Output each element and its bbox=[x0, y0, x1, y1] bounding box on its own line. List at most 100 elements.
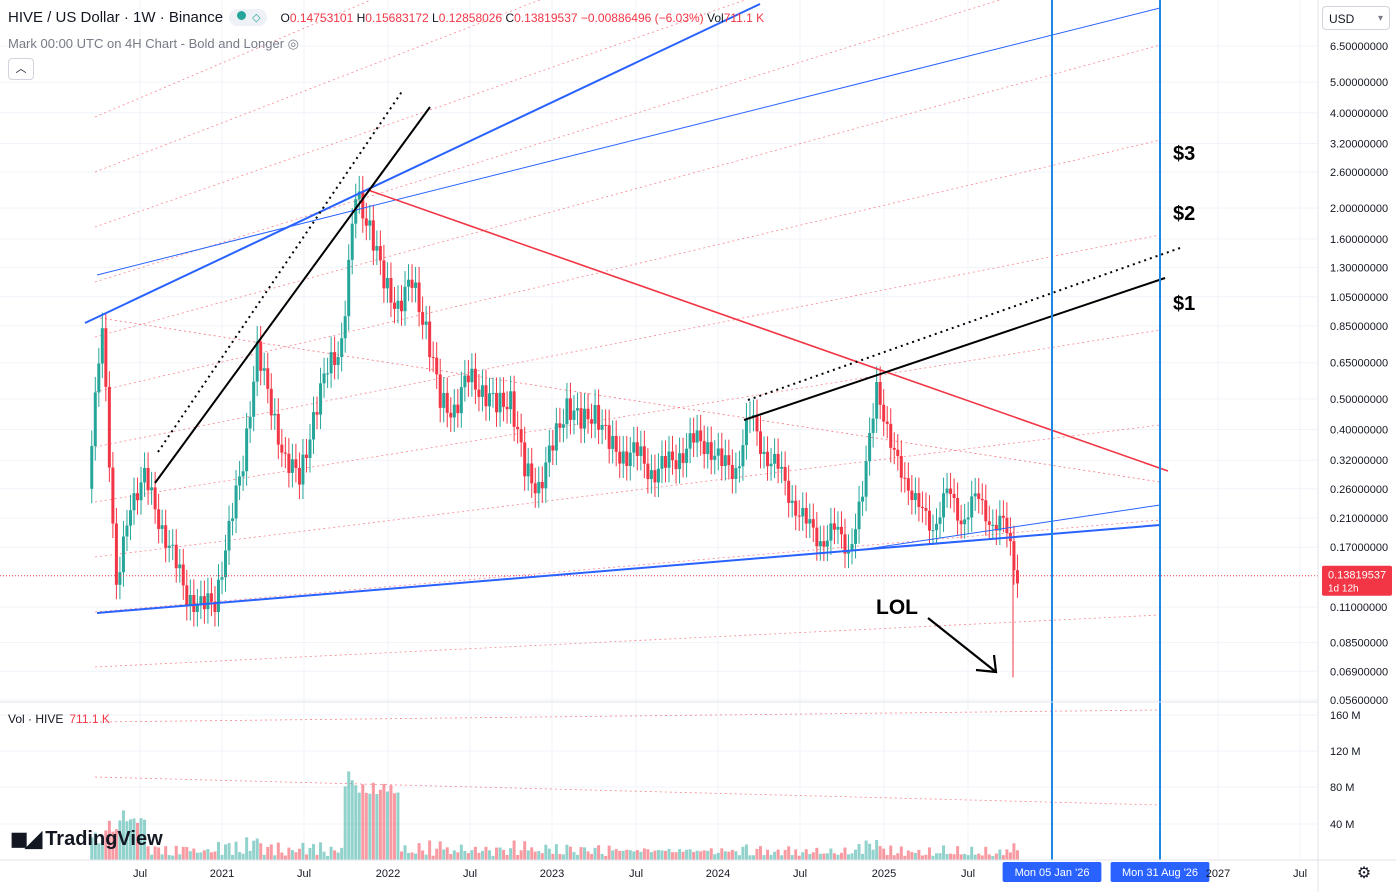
candle-body bbox=[991, 524, 995, 526]
candle-body bbox=[333, 352, 337, 365]
upper-blue-trendline bbox=[84, 3, 761, 324]
candle-body bbox=[491, 393, 495, 395]
volume-bar bbox=[297, 848, 301, 860]
volume-bar bbox=[202, 850, 206, 860]
volume-bar bbox=[371, 782, 375, 860]
volume-bar bbox=[396, 792, 400, 860]
candle-body bbox=[635, 442, 639, 456]
candle-body bbox=[688, 433, 692, 449]
candle-body bbox=[452, 404, 456, 418]
candle-body bbox=[575, 408, 579, 411]
volume-bar bbox=[326, 855, 330, 860]
volume-bar bbox=[340, 847, 344, 860]
volume-bar bbox=[463, 850, 467, 860]
candle-body bbox=[290, 459, 294, 473]
volume-bar bbox=[143, 819, 147, 860]
volume-bar bbox=[139, 818, 143, 860]
candle-body bbox=[495, 393, 499, 413]
candle-body bbox=[540, 481, 544, 489]
volume-bar bbox=[512, 840, 516, 860]
currency-selector[interactable]: USD bbox=[1322, 6, 1390, 31]
candle-body bbox=[773, 453, 777, 464]
candle-body bbox=[942, 493, 946, 518]
volume-bar bbox=[216, 841, 220, 860]
symbol-title[interactable]: HIVE / US Dollar · 1W · Binance bbox=[8, 9, 224, 26]
volume-bar bbox=[829, 848, 833, 860]
candle-body bbox=[438, 374, 442, 408]
candle-body bbox=[829, 523, 833, 541]
candle-body bbox=[572, 410, 576, 420]
time-badge-label: Mon 05 Jan '26 bbox=[1015, 867, 1090, 879]
candle-body bbox=[269, 388, 273, 416]
volume-bar bbox=[628, 850, 632, 860]
candle-body bbox=[699, 430, 703, 442]
candle-body bbox=[336, 356, 340, 365]
volume-bar bbox=[987, 854, 991, 860]
candle-body bbox=[966, 517, 970, 520]
candle-body bbox=[713, 455, 717, 460]
volume-bar bbox=[773, 851, 777, 860]
volume-bar bbox=[132, 818, 136, 860]
volume-bar bbox=[1008, 852, 1012, 860]
candle-body bbox=[484, 385, 488, 407]
candle-body bbox=[832, 523, 836, 530]
candle-body bbox=[780, 466, 784, 469]
candle-body bbox=[744, 418, 748, 446]
fib-channel-line bbox=[94, 519, 1161, 613]
candle-body bbox=[727, 455, 731, 465]
volume-bar bbox=[635, 850, 639, 860]
volume-bar bbox=[751, 855, 755, 860]
volume-bar bbox=[319, 842, 323, 860]
collapse-legend-button[interactable]: ︿ bbox=[8, 58, 34, 80]
candle-body bbox=[963, 519, 967, 525]
volume-bar bbox=[991, 855, 995, 860]
volume-bar bbox=[575, 854, 579, 860]
candle-body bbox=[579, 408, 583, 429]
volume-bar bbox=[660, 850, 664, 860]
candle-body bbox=[646, 463, 650, 480]
candle-body bbox=[790, 500, 794, 503]
volume-bar bbox=[1005, 849, 1009, 860]
gear-icon[interactable]: ⚙ bbox=[1356, 865, 1372, 882]
candle-body bbox=[459, 387, 463, 414]
symbol-status-pill[interactable]: ◇ bbox=[229, 9, 267, 26]
volume-bar bbox=[192, 848, 196, 860]
candle-body bbox=[583, 408, 587, 429]
volume-bar bbox=[776, 849, 780, 860]
fib-channel-line bbox=[94, 0, 541, 173]
candle-body bbox=[343, 316, 347, 339]
volume-bar bbox=[188, 851, 192, 860]
candle-body bbox=[597, 405, 601, 430]
price-axis-label: 0.26000000 bbox=[1330, 484, 1388, 496]
candle-body bbox=[801, 507, 805, 517]
volume-bar bbox=[998, 849, 1002, 860]
candle-body bbox=[850, 543, 854, 550]
candle-body bbox=[213, 601, 217, 613]
volume-bar bbox=[618, 850, 622, 860]
volume-bar bbox=[417, 843, 421, 860]
volume-bar bbox=[466, 853, 470, 860]
volume-bar bbox=[910, 851, 914, 860]
candle-body bbox=[875, 381, 879, 419]
volume-bar bbox=[692, 851, 696, 860]
candle-body bbox=[825, 540, 829, 547]
candle-body bbox=[185, 585, 189, 607]
volume-bar bbox=[343, 786, 347, 860]
candle-body bbox=[618, 451, 622, 464]
candle-body bbox=[815, 527, 819, 547]
fib-channel-line bbox=[94, 139, 1161, 393]
volume-bar bbox=[836, 854, 840, 860]
candle-body bbox=[304, 454, 308, 458]
candle-body bbox=[392, 302, 396, 309]
candle-body bbox=[192, 594, 196, 613]
volume-bar bbox=[646, 849, 650, 860]
eye-crossed-icon[interactable]: ◎ bbox=[287, 36, 299, 51]
candle-body bbox=[202, 596, 206, 610]
fib-channel-line bbox=[94, 424, 1161, 558]
candle-body bbox=[224, 550, 228, 578]
candle-body bbox=[776, 453, 780, 469]
volume-bar bbox=[889, 845, 893, 860]
candle-body bbox=[695, 430, 699, 443]
candle-body bbox=[414, 282, 418, 288]
